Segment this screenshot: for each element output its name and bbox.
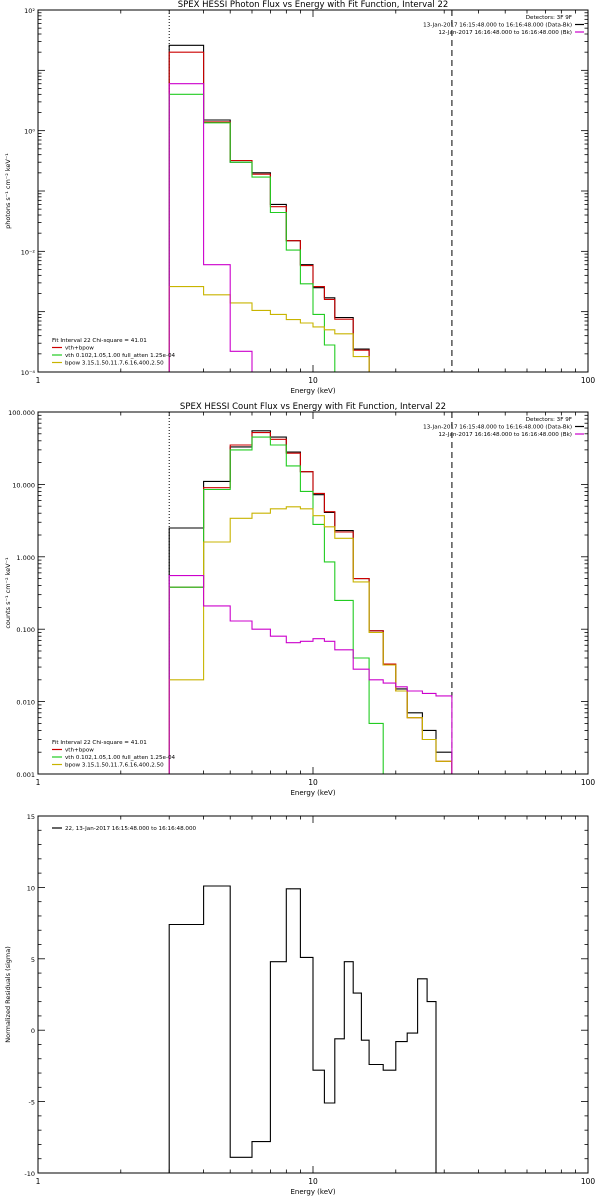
series-bpow xyxy=(168,506,453,774)
y-axis-label: photons s⁻¹ cm⁻² keV⁻¹ xyxy=(4,153,12,229)
y-tick-label: 100.000 xyxy=(8,409,35,417)
y-axis-label: Normalized Residuals (sigma) xyxy=(4,946,12,1043)
legend-entry: 13-Jan-2017 16:15:48.000 to 16:16:48.000… xyxy=(423,23,572,29)
legend-entry: Fit Interval 22 Chi-square = 41.01 xyxy=(52,740,147,746)
y-tick-label: 5 xyxy=(31,956,35,964)
y-tick-label: -10 xyxy=(24,1170,35,1178)
series-vth xyxy=(168,436,453,774)
y-tick-label: 10⁰ xyxy=(24,128,35,136)
series-group xyxy=(168,430,453,774)
x-tick-label: 10 xyxy=(308,1177,318,1186)
legend-entry: Fit Interval 22 Chi-square = 41.01 xyxy=(52,338,147,344)
series-vth-bpow xyxy=(168,432,453,774)
legend: 22, 13-Jan-2017 16:15:48.000 to 16:16:48… xyxy=(52,826,197,832)
x-tick-label: 100 xyxy=(581,1177,596,1186)
y-tick-label: 10⁻² xyxy=(21,248,36,256)
plot-frame xyxy=(37,9,589,373)
y-tick-label: 0.001 xyxy=(16,771,35,779)
series-group xyxy=(168,44,453,372)
y-tick-label: -5 xyxy=(29,1099,35,1107)
x-tick-label: 100 xyxy=(581,778,596,787)
legend-entry: vth+bpow xyxy=(65,748,94,754)
series-residuals xyxy=(168,885,452,1173)
series-bk xyxy=(168,83,453,372)
legend-entry: 12-Jan-2017 16:16:48.000 to 16:16:48.000… xyxy=(438,30,572,36)
y-axis-label: counts s⁻¹ cm⁻² keV⁻¹ xyxy=(4,557,12,629)
x-tick-label: 1 xyxy=(36,1177,41,1186)
chart-panel-1: SPEX HESSI Photon Flux vs Energy with Fi… xyxy=(4,0,596,395)
chart-panel-2: SPEX HESSI Count Flux vs Energy with Fit… xyxy=(4,402,596,797)
series-data-bk xyxy=(168,44,453,372)
x-tick-label: 10 xyxy=(308,376,318,385)
series-vth xyxy=(168,93,453,372)
chart-panel-3: 1 10 100 Energy (keV) -10 -5 0 5 10 15 Normalized … xyxy=(4,813,595,1196)
series-data-bk xyxy=(168,430,453,774)
y-tick-label: 10.000 xyxy=(12,481,35,489)
legend-entry: 12-Jan-2017 16:16:48.000 to 16:16:48.000… xyxy=(438,432,572,438)
x-axis-label: Energy (keV) xyxy=(290,1188,335,1196)
x-axis-label: Energy (keV) xyxy=(290,789,335,797)
x-tick-label: 10 xyxy=(308,778,318,787)
legend-entry: 22, 13-Jan-2017 16:15:48.000 to 16:16:48… xyxy=(65,826,197,832)
legend-entry: bpow 3.15,1.50,11.7,6.16,400,2.50 xyxy=(65,763,164,769)
legend-entry: vth 0.102,1.05,1.00 full_atten 1.25e-04 xyxy=(65,353,176,359)
x-tick-label: 1 xyxy=(36,778,41,787)
y-tick-label: 10⁻⁴ xyxy=(21,369,36,377)
x-axis-label: Energy (keV) xyxy=(290,387,335,395)
plot-frame xyxy=(37,815,589,1174)
series-bpow xyxy=(168,286,453,372)
y-tick-label: 0 xyxy=(31,1027,35,1035)
series-vth-bpow xyxy=(168,51,453,372)
y-tick-label: 15 xyxy=(27,813,35,821)
legend-entry: Detectors: 3F 9F xyxy=(526,15,572,21)
plot-frame xyxy=(37,411,589,775)
legend: Detectors: 3F 9F 13-Jan-2017 16:15:48.000… xyxy=(52,15,584,367)
y-tick-label: 10² xyxy=(24,7,35,15)
chart-title: SPEX HESSI Count Flux vs Energy with Fit… xyxy=(180,402,446,412)
legend-entry: vth+bpow xyxy=(65,346,94,352)
legend: Detectors: 3F 9F 13-Jan-2017 16:15:48.000… xyxy=(52,417,584,769)
legend-entry: Detectors: 3F 9F xyxy=(526,417,572,423)
chart-title: SPEX HESSI Photon Flux vs Energy with Fi… xyxy=(178,0,449,10)
y-tick-label: 0.010 xyxy=(16,699,35,707)
legend-entry: bpow 3.15,1.50,11.7,6.16,400,2.50 xyxy=(65,361,164,367)
y-tick-label: 0.100 xyxy=(16,626,35,634)
x-tick-label: 1 xyxy=(36,376,41,385)
legend-entry: vth 0.102,1.05,1.00 full_atten 1.25e-04 xyxy=(65,755,176,761)
series-group xyxy=(168,885,452,1173)
y-tick-label: 10 xyxy=(27,884,35,892)
y-tick-label: 1.000 xyxy=(16,554,35,562)
legend-entry: 13-Jan-2017 16:15:48.000 to 16:16:48.000… xyxy=(423,425,572,431)
series-bk xyxy=(168,575,453,774)
x-tick-label: 100 xyxy=(581,376,596,385)
